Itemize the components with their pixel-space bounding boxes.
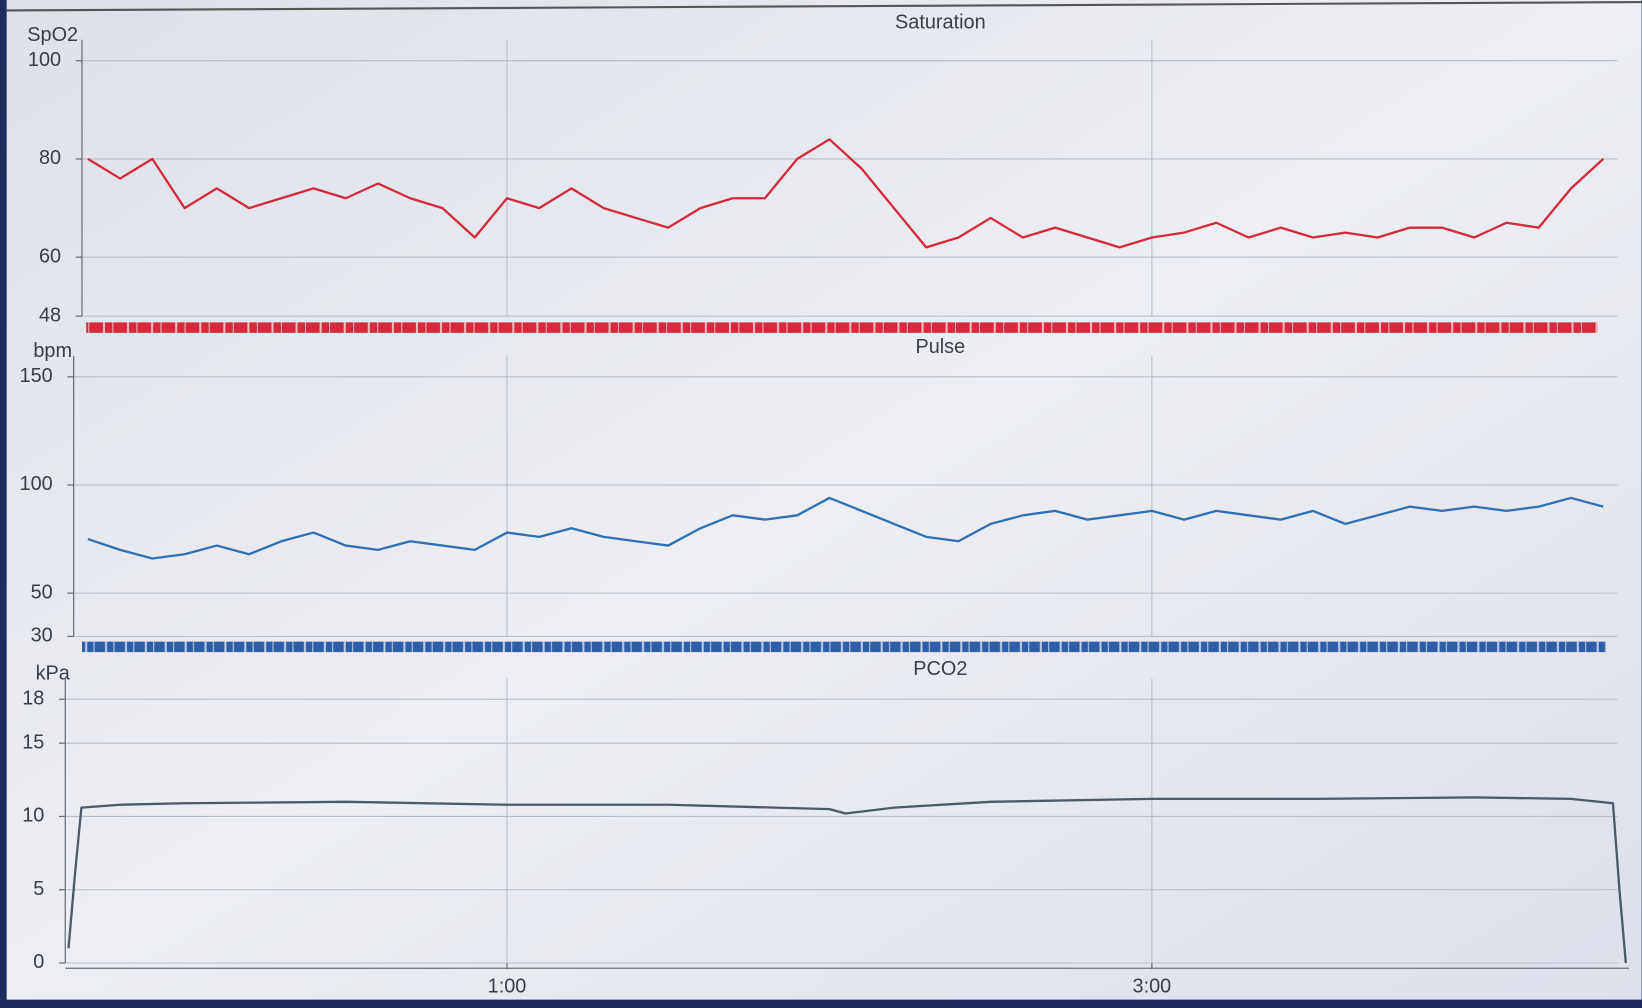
y-axis-label: kPa (36, 662, 71, 684)
signal-quality-strip (86, 322, 1598, 333)
data-line (67, 796, 1627, 964)
y-tick-label: 50 (31, 581, 53, 603)
data-line (87, 496, 1604, 560)
x-tick-label: 3:00 (1133, 975, 1172, 997)
y-tick-label: 0 (33, 951, 44, 973)
y-tick-label: 100 (28, 49, 61, 71)
signal-quality-strip (82, 641, 1607, 653)
y-tick-label: 10 (22, 805, 44, 827)
plots: 486080100SaturationSpO23050100150Pulsebp… (20, 11, 1630, 997)
y-tick-label: 150 (20, 365, 53, 387)
y-axis-label: bpm (33, 340, 72, 362)
chart-title: Pulse (915, 336, 965, 358)
y-tick-label: 15 (22, 731, 44, 753)
y-tick-label: 100 (20, 473, 53, 495)
y-tick-label: 18 (22, 687, 44, 709)
sheet-edge (6, 1, 1642, 12)
y-tick-label: 80 (39, 147, 61, 169)
y-tick-label: 48 (39, 304, 61, 326)
y-tick-label: 5 (33, 878, 44, 900)
y-tick-label: 30 (31, 625, 53, 647)
data-line (87, 138, 1605, 249)
x-tick-label: 1:00 (488, 975, 527, 997)
chart-title: Saturation (895, 11, 986, 33)
chart-title: PCO2 (913, 658, 967, 680)
y-tick-label: 60 (39, 245, 61, 267)
y-axis-label: SpO2 (27, 24, 78, 46)
